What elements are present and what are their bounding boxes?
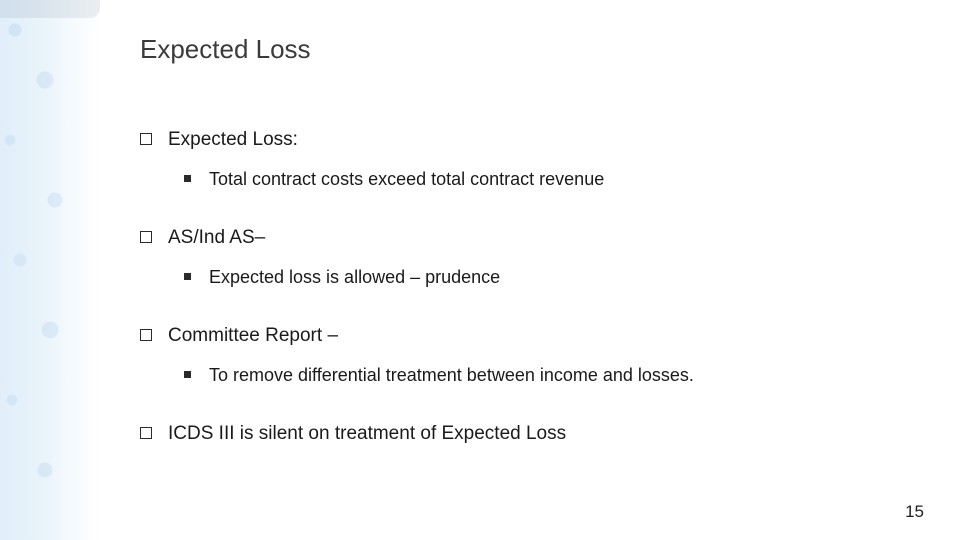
sub-bullet-text: To remove differential treatment between… [209,363,694,387]
sub-bullet-text: Total contract costs exceed total contra… [209,167,604,191]
square-bullet-icon [140,133,152,145]
sub-bullet-row: Total contract costs exceed total contra… [184,167,920,191]
bullet-row: Committee Report – [140,323,920,349]
slide-content: Expected Loss Expected Loss: Total contr… [140,34,920,458]
sub-bullet-text: Expected loss is allowed – prudence [209,265,500,289]
bullet-item: ICDS III is silent on treatment of Expec… [140,421,920,447]
decorative-left-strip [0,0,100,540]
bullet-row: AS/Ind AS– [140,225,920,251]
square-bullet-icon [140,427,152,439]
bullet-row: Expected Loss: [140,127,920,153]
square-sub-bullet-icon [184,371,191,378]
bullet-item: AS/Ind AS– Expected loss is allowed – pr… [140,225,920,289]
square-bullet-icon [140,231,152,243]
page-number: 15 [905,502,924,522]
bullet-text: Committee Report – [168,323,338,349]
sub-bullet-row: To remove differential treatment between… [184,363,920,387]
slide-title: Expected Loss [140,34,920,69]
bullet-item: Committee Report – To remove differentia… [140,323,920,387]
sub-bullet-row: Expected loss is allowed – prudence [184,265,920,289]
bullet-text: ICDS III is silent on treatment of Expec… [168,421,566,447]
square-sub-bullet-icon [184,175,191,182]
tab-shadow [0,0,100,18]
square-sub-bullet-icon [184,273,191,280]
bullet-row: ICDS III is silent on treatment of Expec… [140,421,920,447]
bullet-text: Expected Loss: [168,127,298,153]
square-bullet-icon [140,329,152,341]
bullet-text: AS/Ind AS– [168,225,265,251]
bullet-item: Expected Loss: Total contract costs exce… [140,127,920,191]
